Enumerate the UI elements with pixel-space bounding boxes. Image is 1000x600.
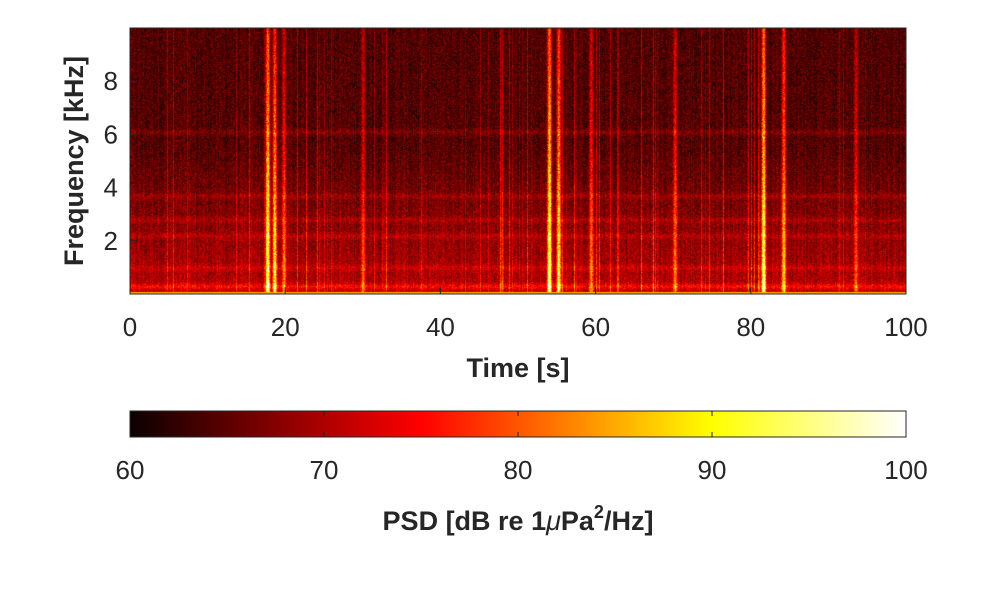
colorbar: 60 70 80 90 100 PSD [dB re 1μPa2/Hz] [116,410,928,536]
colorbar-label-tail: /Hz] [604,506,654,536]
spectrogram-frame [129,27,907,295]
colorbar-tick-label: 70 [310,455,339,485]
colorbar-tick-label: 60 [116,455,145,485]
colorbar-label-unit: Pa [561,506,595,536]
y-axis-ticks: 2 4 6 8 [104,66,137,256]
y-axis-title: Frequency [kHz] [59,56,89,266]
x-axis-ticks: 0 20 40 60 80 100 [123,287,928,342]
spectrogram-image [130,28,906,294]
x-tick-label: 40 [426,312,455,342]
x-tick-label: 60 [581,312,610,342]
x-tick-label: 20 [271,312,300,342]
y-tick-label: 2 [104,226,118,256]
y-tick-label: 4 [104,173,118,203]
y-tick-label: 6 [104,119,118,149]
spectrogram-plot: 0 20 40 60 80 100 2 4 6 8 Time [s] Frequency [kH… [59,27,928,383]
colorbar-label-sup: 2 [594,502,604,522]
colorbar-label: PSD [dB re 1μPa2/Hz] [383,502,654,536]
colorbar-tick-label: 80 [504,455,533,485]
x-axis-title: Time [s] [466,353,569,383]
colorbar-ticks: 60 70 80 90 100 [116,411,928,485]
colorbar-label-main: PSD [dB re 1 [383,506,547,536]
spectrogram-image-container [130,28,906,294]
x-tick-label: 80 [736,312,765,342]
colorbar-label-mu: μ [545,506,561,536]
x-tick-label: 100 [884,312,927,342]
y-tick-label: 8 [104,66,118,96]
colorbar-tick-label: 90 [698,455,727,485]
colorbar-tick-label: 100 [884,455,927,485]
x-tick-label: 0 [123,312,137,342]
